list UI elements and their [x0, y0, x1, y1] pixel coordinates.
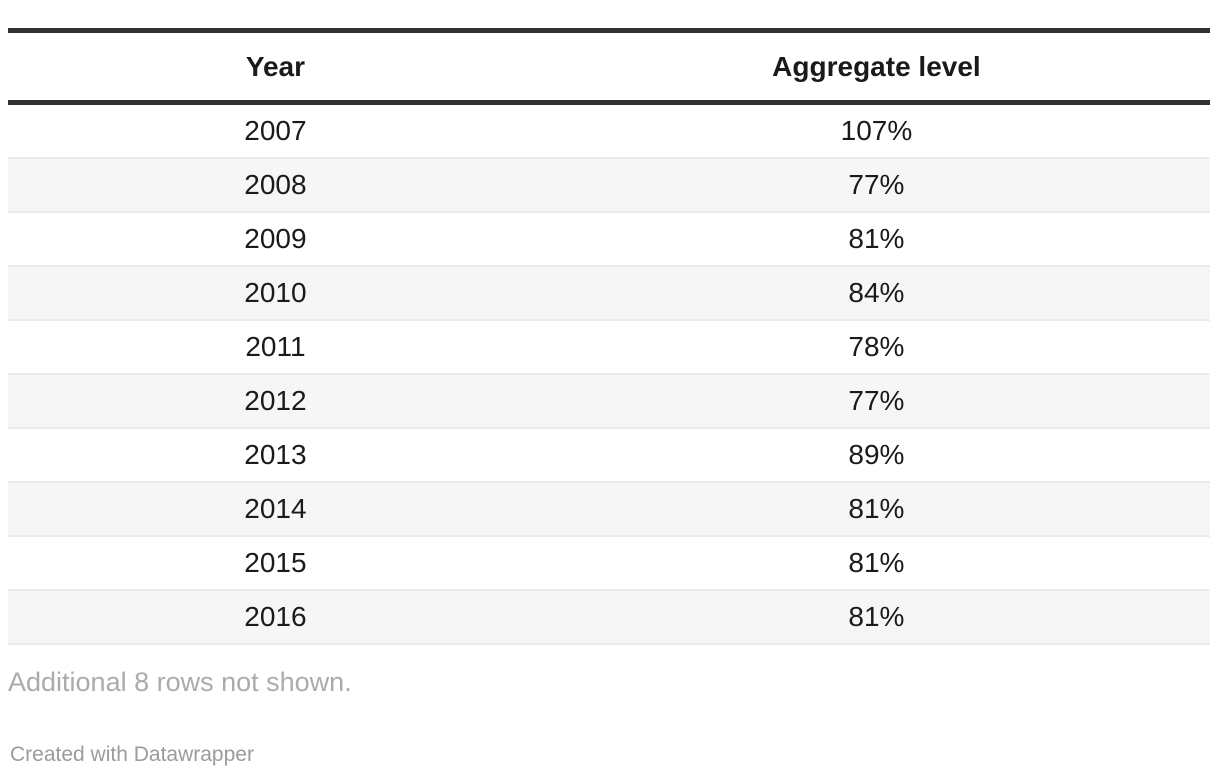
year-cell: 2016 [244, 601, 307, 632]
year-cell: 2011 [245, 331, 306, 362]
year-cell: 2013 [244, 439, 307, 470]
table-row: 2014 81% [8, 482, 1210, 536]
table-row: 2009 81% [8, 212, 1210, 266]
table-row: 2015 81% [8, 536, 1210, 590]
table-row: 2016 81% [8, 590, 1210, 644]
table-header: Year Aggregate level [8, 30, 1210, 103]
table-row: 2013 89% [8, 428, 1210, 482]
year-cell: 2012 [244, 385, 307, 416]
year-cell: 2007 [244, 115, 307, 146]
column-header-year: Year [245, 50, 306, 82]
column-header-aggregate-level: Aggregate level [772, 50, 981, 82]
table-body: 2007 107% 2008 77% 2009 81% 2010 84% 2011 78% 2012… [8, 103, 1210, 644]
aggregate-level-cell: 107% [840, 115, 913, 146]
year-cell: 2014 [244, 493, 307, 524]
aggregate-level-cell: 78% [848, 331, 905, 362]
table-row: 2011 78% [8, 320, 1210, 374]
table-row: 2012 77% [8, 374, 1210, 428]
attribution: Created with Datawrapper [10, 743, 1210, 767]
aggregate-level-cell: 77% [848, 169, 905, 200]
table-row: 2008 77% [8, 158, 1210, 212]
aggregate-level-cell: 77% [848, 385, 905, 416]
table-row: 2010 84% [8, 266, 1210, 320]
aggregate-level-cell: 84% [848, 277, 905, 308]
year-cell: 2008 [244, 169, 307, 200]
data-table: Year Aggregate level 2007 107% 2008 77% 2009… [8, 28, 1210, 645]
year-cell: 2010 [244, 277, 307, 308]
aggregate-level-cell: 81% [848, 493, 905, 524]
aggregate-level-cell: 81% [848, 547, 905, 578]
aggregate-level-cell: 81% [848, 223, 905, 254]
table-row: 2007 107% [8, 103, 1210, 158]
table-header-row: Year Aggregate level [8, 30, 1210, 103]
hidden-rows-note: Additional 8 rows not shown. [8, 667, 352, 697]
year-cell: 2009 [244, 223, 307, 254]
aggregate-level-cell: 81% [848, 601, 905, 632]
datawrapper-attribution-link[interactable]: Created with Datawrapper [10, 743, 254, 766]
aggregate-level-cell: 89% [848, 439, 905, 470]
year-cell: 2015 [244, 547, 307, 578]
